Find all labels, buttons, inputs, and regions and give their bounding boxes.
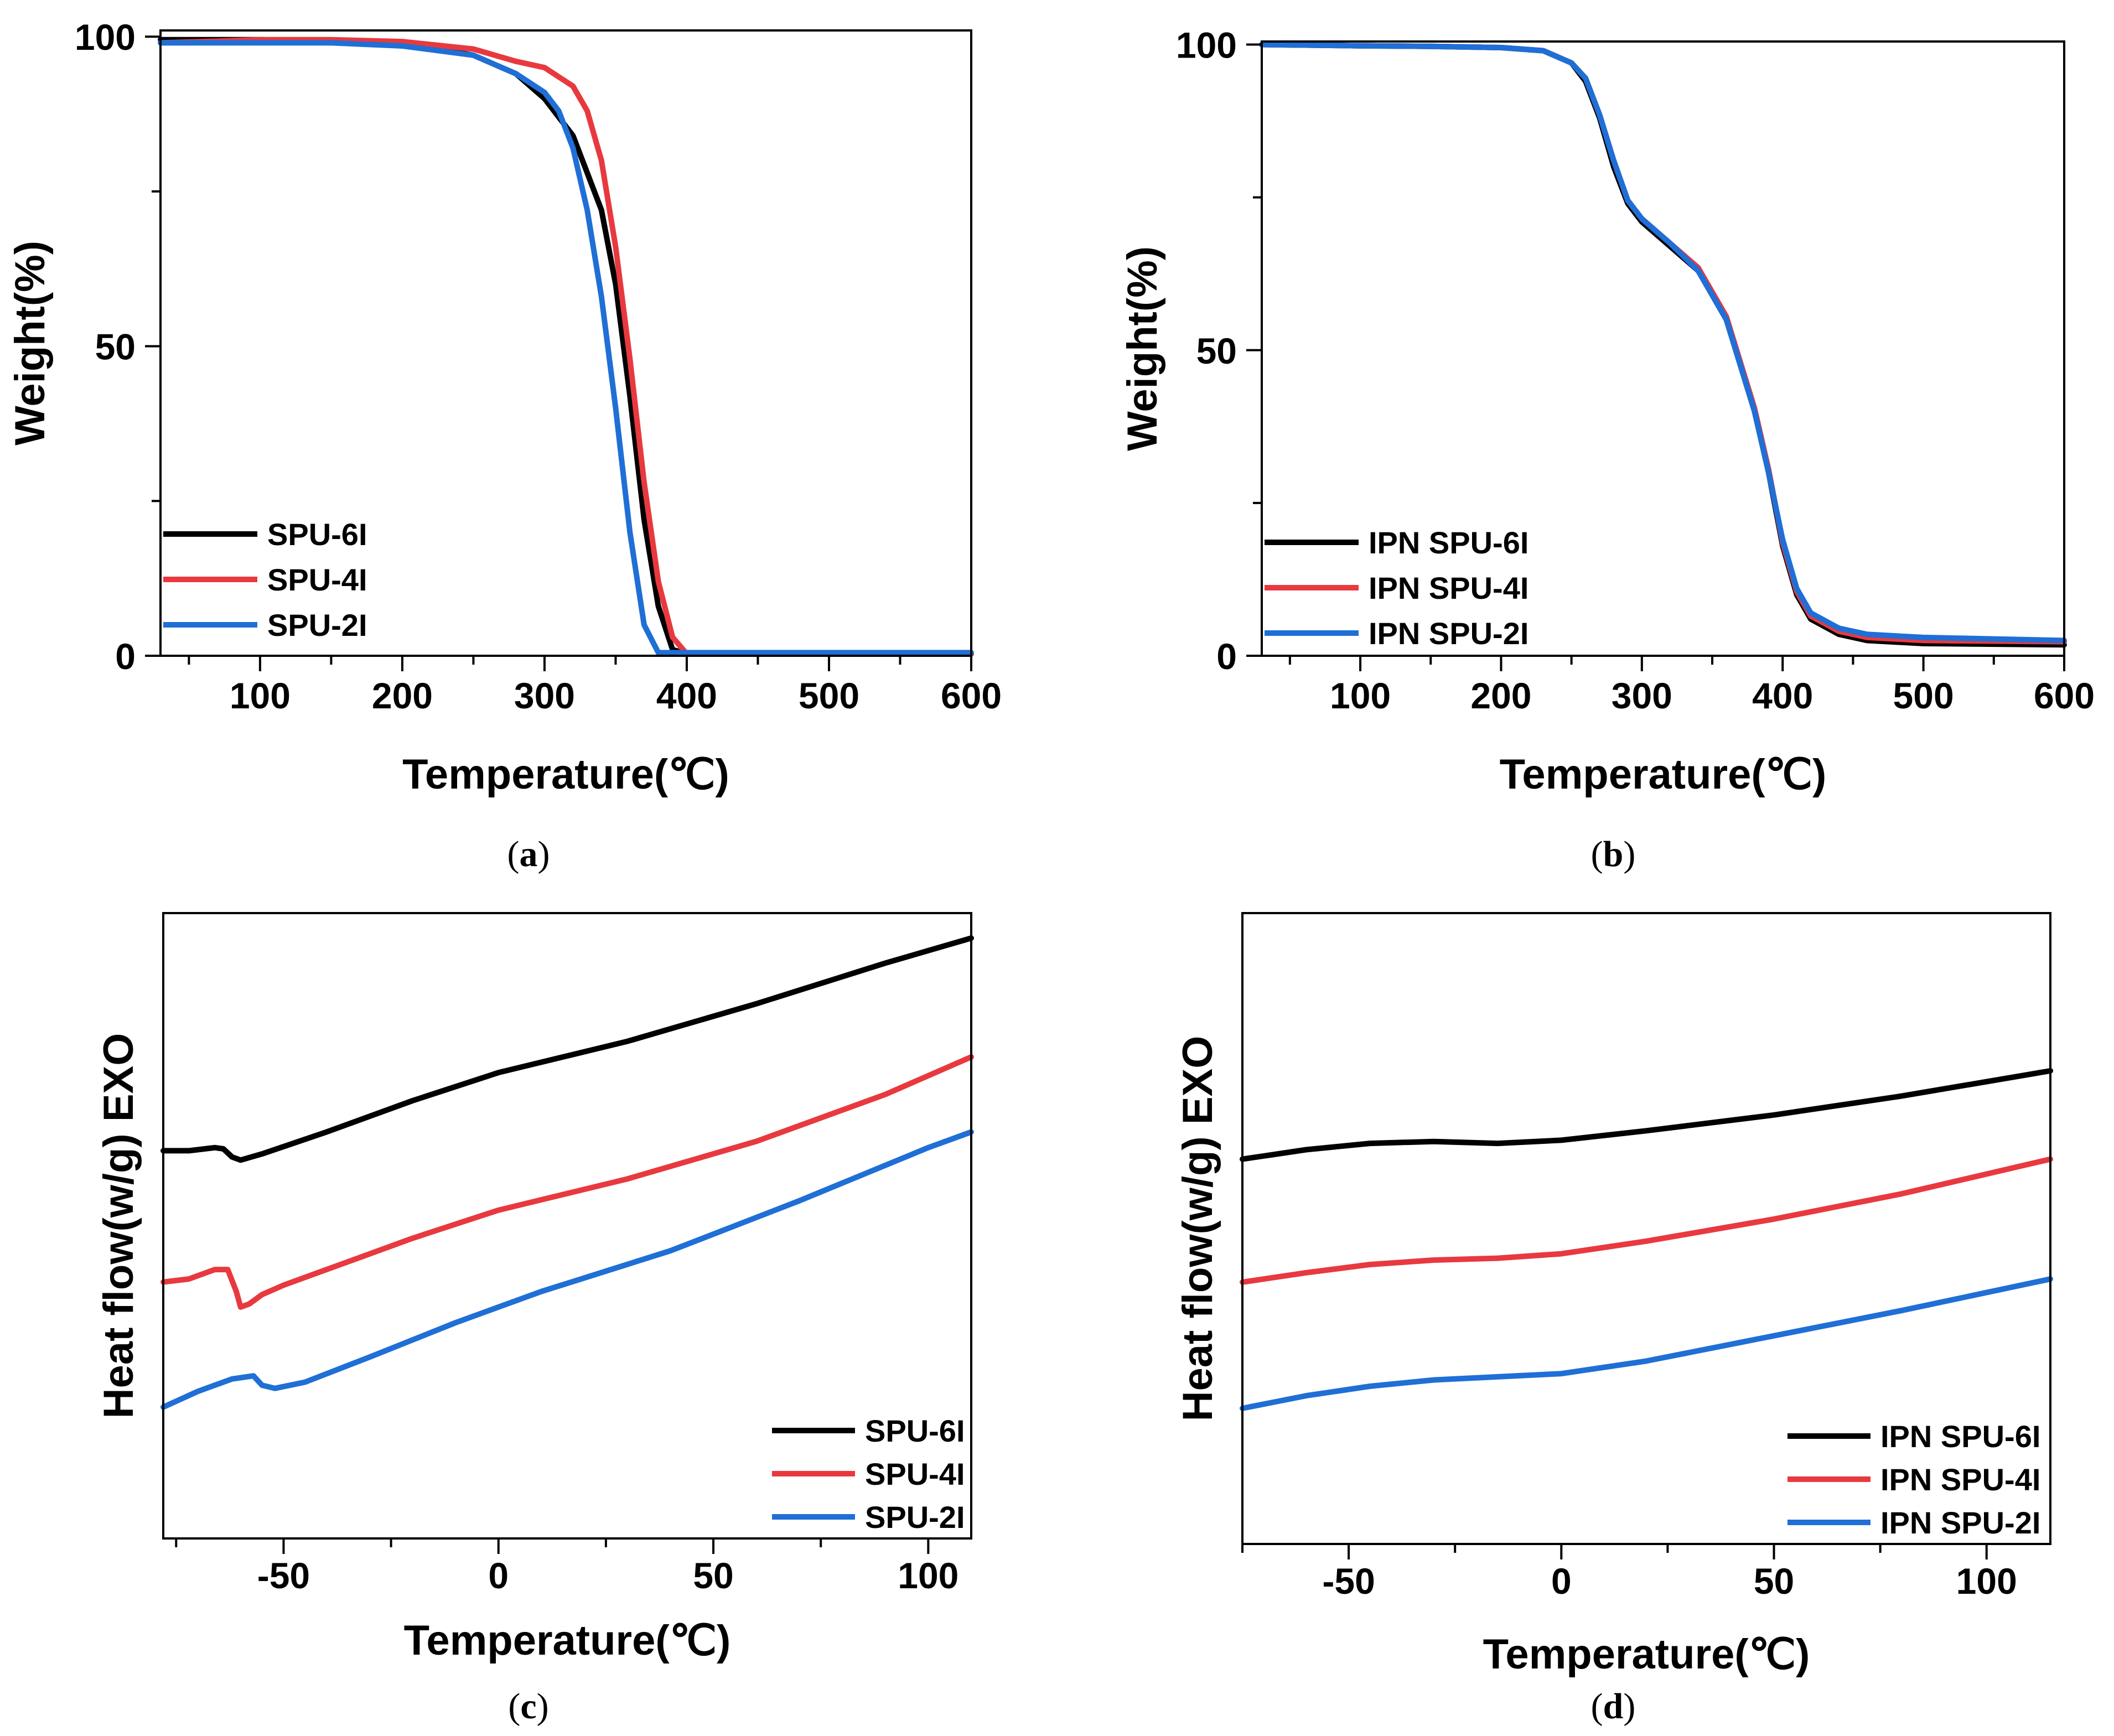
legend-label: SPU-2I [865,1500,965,1535]
x-tick-label: 0 [488,1555,509,1596]
x-tick-label: 600 [941,675,1002,716]
legend-label: SPU-4I [865,1457,965,1491]
series-group [160,935,974,1410]
panel-caption: (b) [1591,834,1636,874]
legend-label: IPN SPU-2I [1880,1505,2040,1540]
x-tick-label: 100 [1330,675,1391,716]
series-line-ipn-spu-2i [1240,1276,2053,1411]
legend-label: SPU-6I [267,517,367,552]
x-tick-label: 50 [693,1555,733,1596]
chart-panel-c: -50 0 50 100 Temperature(℃) Heat flow(w/g) EX… [95,912,974,1727]
chart-panel-d: -50 0 50 100 Temperature(℃) Heat flow(w/g) EX… [1174,912,2053,1727]
x-tick-label: 200 [372,675,433,716]
y-tick-label: 100 [1176,25,1237,66]
chart-panel-a: 100 200 300 400 500 600 0 50 100 Temperature(℃) We… [7,17,1002,874]
y-tick-label: 100 [75,17,136,58]
legend-label: IPN SPU-6I [1369,525,1528,560]
y-axis-title: Weight(%) [1119,246,1166,451]
legend-label: SPU-2I [267,608,367,642]
x-tick-label: 200 [1470,675,1531,716]
x-tick-label: -50 [1322,1561,1375,1602]
x-tick-label: 600 [2034,675,2095,716]
y-tick-label: 50 [95,327,136,367]
x-axis-title: Temperature(℃) [1500,751,1827,798]
legend-label: IPN SPU-4I [1369,571,1528,605]
legend: SPU-6I SPU-4I SPU-2I [163,517,367,642]
x-tick-label: 50 [1754,1561,1794,1602]
x-tick-label: 300 [1612,675,1672,716]
x-tick-label: 500 [799,675,859,716]
x-tick-label: 0 [1551,1561,1572,1602]
panel-caption: (a) [507,834,550,874]
x-tick-label: 400 [1752,675,1813,716]
legend-label: SPU-6I [865,1413,965,1448]
legend: IPN SPU-6I IPN SPU-4I IPN SPU-2I [1265,525,1528,651]
x-tick-label: 100 [230,675,291,716]
x-axis-title: Temperature(℃) [404,1617,731,1664]
series-group [1240,1068,2053,1411]
x-tick-label: 300 [514,675,575,716]
x-tick-label: 500 [1893,675,1954,716]
y-axis-title: Heat flow(w/g) EXO [1174,1036,1221,1422]
series-line-ipn-spu-6i [1240,1068,2053,1162]
series-group [1259,42,2067,648]
series-line-ipn-spu-2i [1259,42,2067,644]
panel-caption: (c) [508,1686,548,1727]
series-line-ipn-spu-4i [1240,1156,2053,1285]
legend-label: IPN SPU-2I [1369,616,1528,651]
series-line-spu-2i [160,1129,974,1410]
x-tick-label: 400 [656,675,717,716]
x-axis-title: Temperature(℃) [1483,1631,1810,1678]
chart-panel-b: 100 200 300 400 500 600 0 50 100 Temperature(℃) We… [1119,25,2095,874]
plot-frame [1241,912,2051,1545]
legend-label: SPU-4I [267,562,367,597]
legend-label: IPN SPU-4I [1880,1462,2040,1497]
x-tick-label: 100 [898,1555,958,1596]
x-tick-label: -50 [257,1555,310,1596]
y-tick-label: 50 [1196,330,1237,371]
panel-caption: (d) [1591,1686,1636,1727]
series-line-spu-4i [158,37,974,657]
series-line-spu-2i [158,40,974,656]
plot-frame [162,912,972,1540]
series-group [158,37,974,657]
legend-label: IPN SPU-6I [1880,1419,2040,1454]
x-tick-label: 100 [1956,1561,2017,1602]
x-axis-title: Temperature(℃) [402,751,729,798]
plot-frame [1261,40,2065,657]
y-axis-title: Weight(%) [7,241,54,445]
y-tick-label: 0 [1216,636,1237,677]
series-line-spu-6i [160,935,974,1163]
series-line-spu-4i [160,1054,974,1310]
legend: IPN SPU-6I IPN SPU-4I IPN SPU-2I [1787,1419,2040,1540]
y-tick-label: 0 [115,636,136,677]
plot-frame [159,29,972,657]
legend: SPU-6I SPU-4I SPU-2I [772,1413,965,1535]
y-axis-title: Heat flow(w/g) EXO [95,1033,142,1419]
